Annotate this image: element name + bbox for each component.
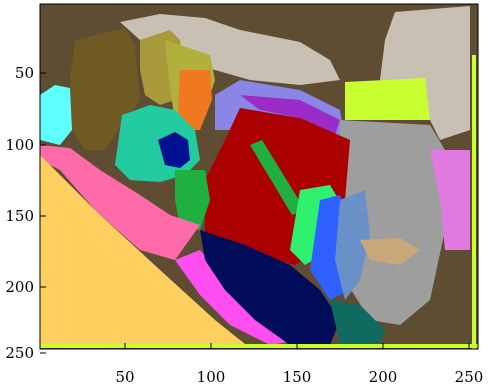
y-tick-label: 150 — [5, 207, 34, 225]
x-tick-label: 100 — [197, 368, 226, 386]
x-axis: 50 100 150 200 250 — [115, 343, 483, 386]
region-lime-right — [472, 55, 476, 349]
y-tick-label: 200 — [5, 278, 34, 296]
label-image — [40, 4, 478, 349]
region-light-gray-top — [120, 14, 340, 85]
region-orange — [178, 70, 212, 130]
region-navy — [200, 230, 340, 345]
x-tick-label: 150 — [283, 368, 312, 386]
x-tick-label: 50 — [115, 368, 134, 386]
region-light-orange — [40, 155, 250, 348]
region-steel-blue — [335, 190, 370, 300]
region-dark-blue — [158, 132, 190, 168]
region-tan — [360, 238, 420, 265]
region-dark-teal — [330, 300, 385, 345]
region-lime — [345, 78, 430, 120]
x-tick-label: 250 — [455, 368, 484, 386]
region-pink — [40, 145, 200, 260]
region-green — [175, 170, 210, 230]
y-tick-label: 50 — [15, 64, 34, 82]
x-tick-label: 200 — [369, 368, 398, 386]
region-green-strip — [250, 140, 305, 215]
axes-frame — [39, 3, 479, 350]
y-axis: 50 100 150 200 250 — [5, 64, 46, 362]
y-tick-label: 250 — [5, 344, 34, 362]
region-lime-bottom — [40, 344, 478, 348]
region-salmon-violet — [430, 150, 470, 250]
region-cyan — [40, 85, 72, 145]
y-tick-label: 100 — [5, 136, 34, 154]
region-light-gray-right — [380, 6, 470, 140]
